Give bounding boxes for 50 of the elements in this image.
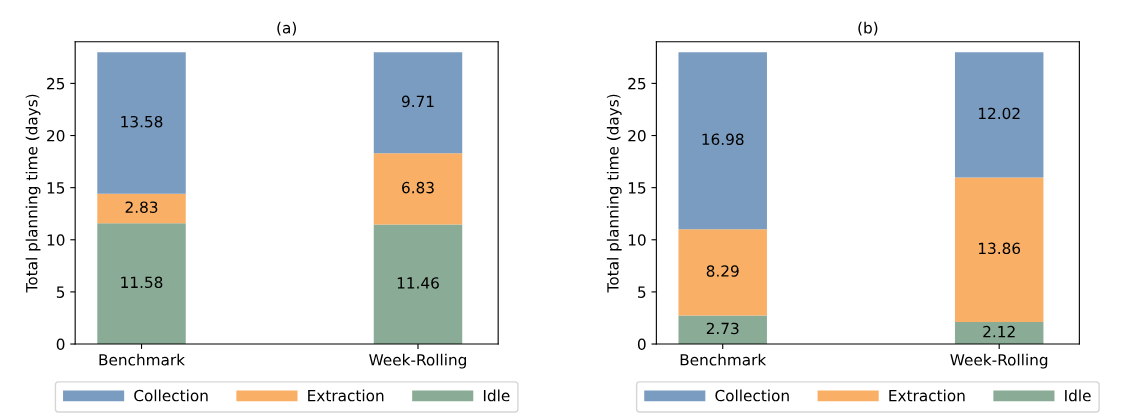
bar [678, 52, 767, 230]
y-axis-title: Total planning time (days) [25, 94, 41, 293]
y-axis-title: Total planning time (days) [606, 94, 622, 293]
chart-title: (b) [858, 21, 878, 36]
data-label: 2.73 [706, 322, 739, 335]
y-tick-label: 0 [56, 338, 65, 351]
bar [954, 177, 1044, 322]
legend-label: Idle [483, 389, 510, 402]
x-tick-label: Benchmark [99, 353, 185, 366]
data-label: 8.29 [706, 265, 739, 277]
x-tick-label: Week-Rolling [950, 353, 1048, 369]
bar [678, 229, 767, 316]
data-label: 13.58 [121, 115, 163, 128]
legend-label: Collection [715, 389, 789, 402]
bar [97, 193, 186, 224]
y-tick-label: 25 [628, 77, 646, 90]
y-tick-label: 5 [638, 286, 646, 298]
data-label: 12.02 [979, 107, 1020, 120]
y-tick-label: 5 [56, 286, 65, 298]
y-tick-label: 0 [637, 338, 646, 351]
data-label: 2.12 [983, 325, 1015, 338]
data-label: 16.98 [702, 133, 744, 146]
legend-label: Collection [134, 389, 208, 402]
y-tick-label: 10 [628, 234, 646, 246]
legend-label: Idle [1065, 389, 1091, 402]
y-tick-label: 20 [628, 129, 646, 142]
data-label: 9.71 [401, 95, 434, 108]
bar [678, 315, 767, 345]
y-tick-label: 25 [47, 77, 65, 90]
y-tick-label: 10 [47, 234, 65, 246]
data-label: 2.83 [125, 201, 158, 213]
legend-label: Extraction [889, 389, 965, 402]
legend-label: Extraction [308, 389, 384, 402]
data-label: 11.58 [121, 276, 163, 289]
data-label: 6.83 [402, 181, 434, 194]
bar [97, 223, 186, 345]
y-tick-label: 15 [628, 182, 646, 194]
x-tick-label: Benchmark [680, 353, 767, 366]
bar [373, 224, 463, 345]
bar [97, 52, 186, 194]
bar [954, 321, 1044, 345]
data-label: 11.46 [397, 277, 439, 289]
data-label: 13.86 [979, 242, 1021, 255]
x-tick-label: Week-Rolling [369, 353, 466, 369]
y-tick-label: 20 [47, 129, 65, 142]
bar [373, 153, 463, 225]
bar [373, 52, 463, 154]
y-tick-label: 15 [47, 182, 65, 194]
chart-title: (a) [277, 21, 296, 36]
bar [954, 52, 1044, 178]
